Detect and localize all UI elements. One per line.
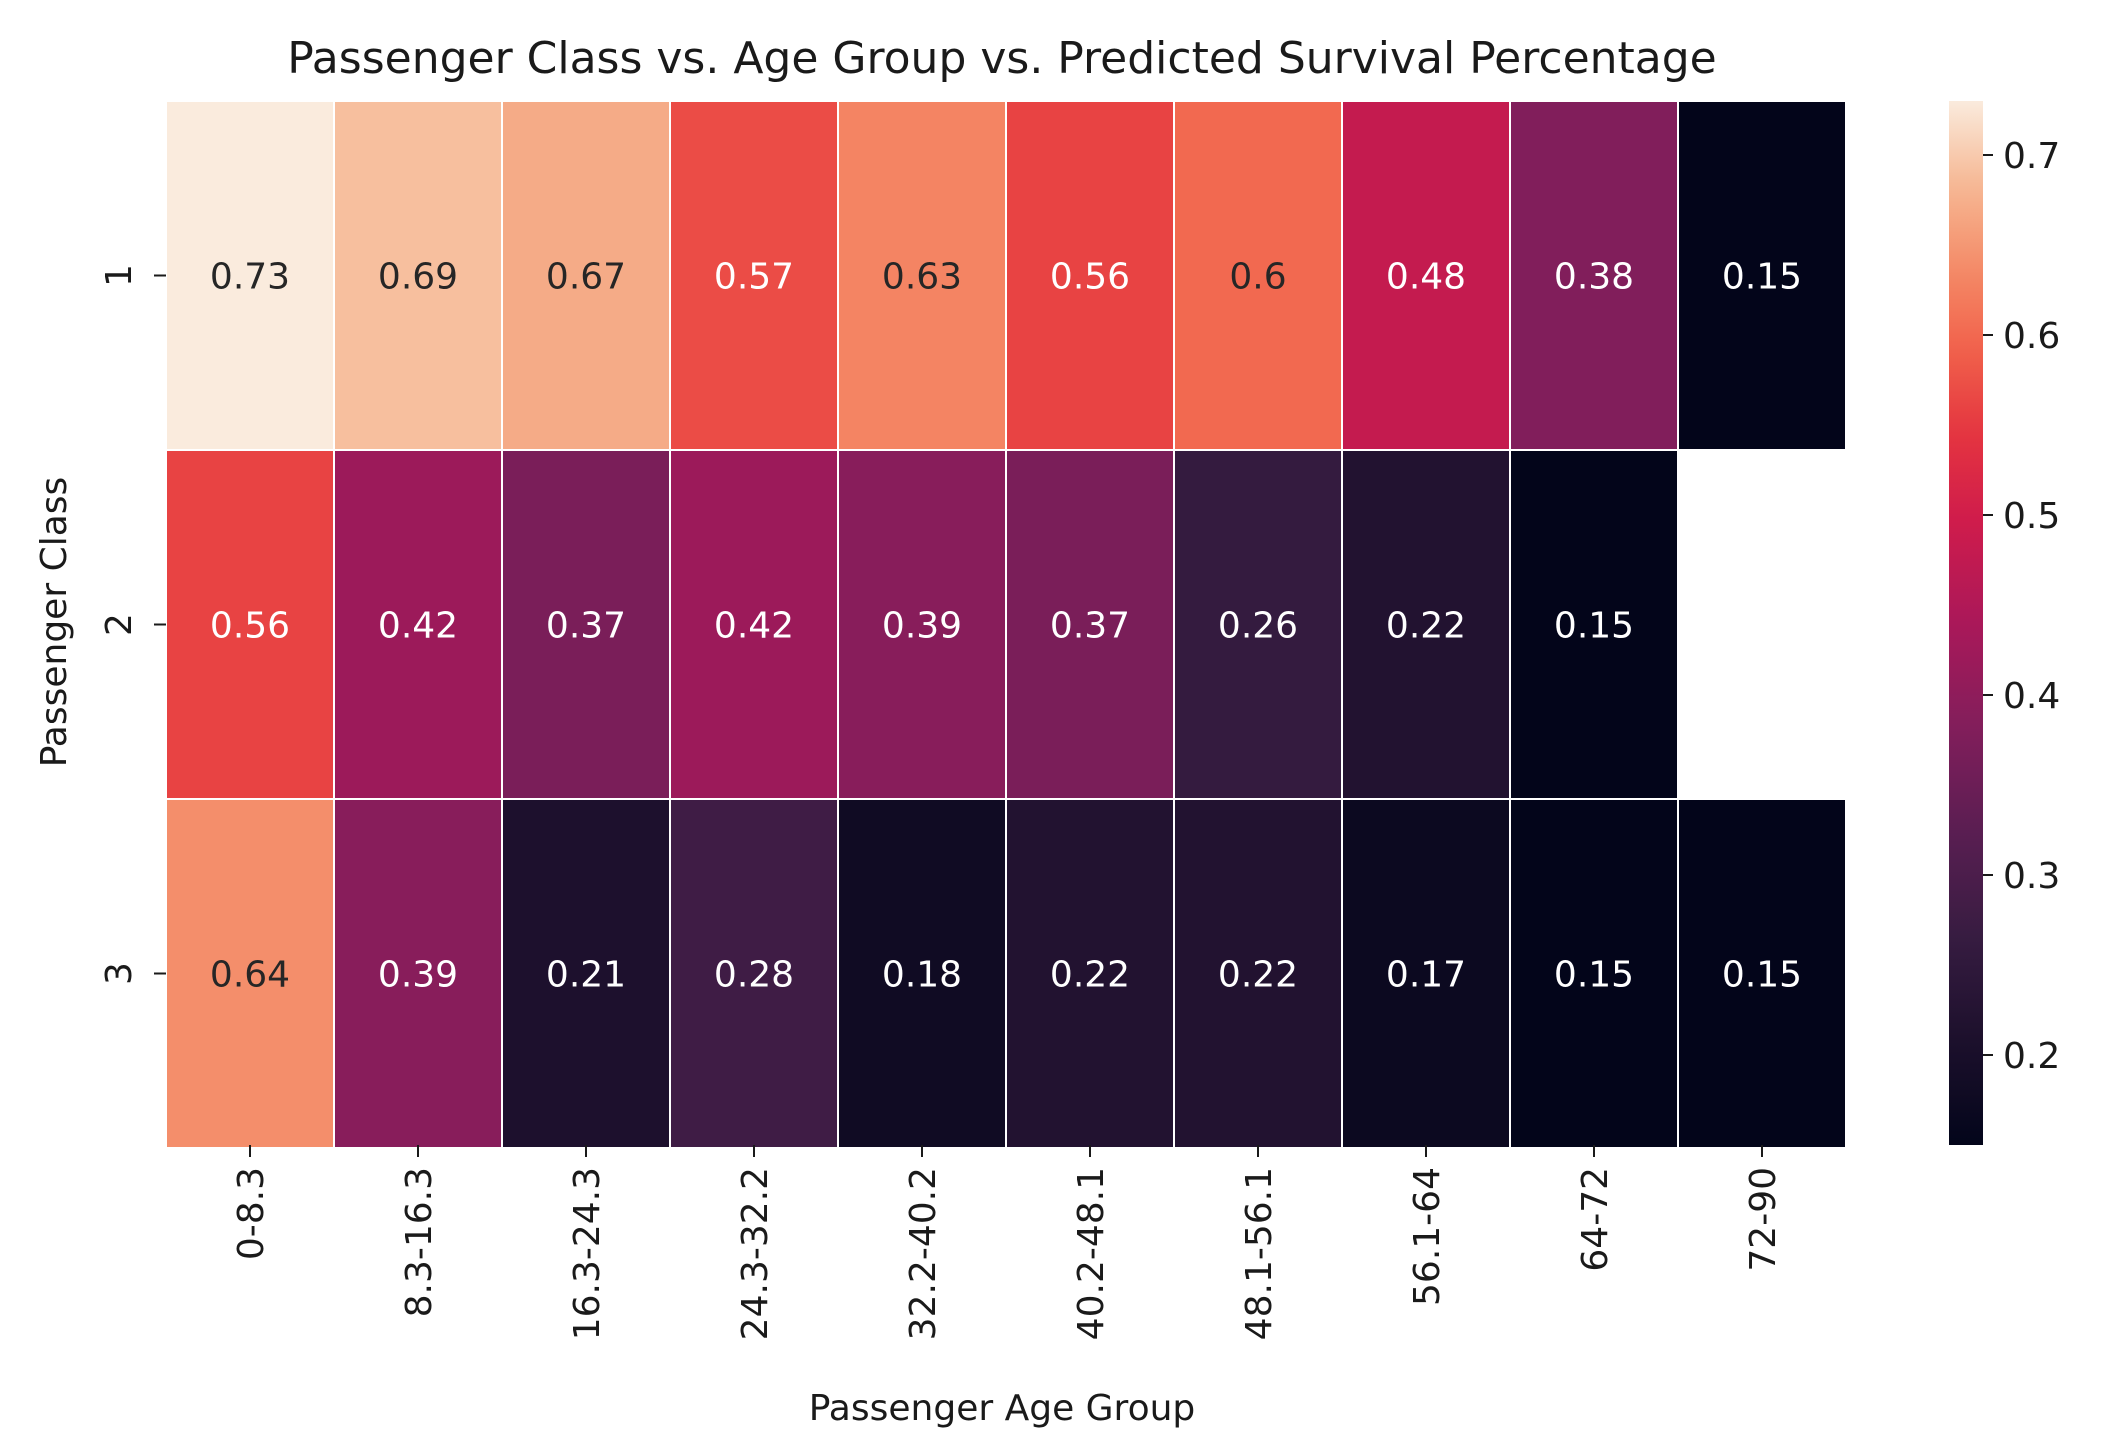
cell-value-label: 0.22 (1386, 606, 1466, 647)
cell-value-label: 0.56 (210, 606, 290, 647)
heatmap-cell (837, 100, 1007, 451)
heatmap-cell (1341, 798, 1511, 1149)
cell-value-label: 0.39 (378, 955, 458, 996)
cell-value-label: 0.67 (546, 257, 626, 298)
colorbar-tick-label: 0.7 (2003, 136, 2060, 177)
x-axis-ticks: 0-8.3 8.3-16.3 16.3-24.3 24.3-32.2 32.2-40.2… (231, 1145, 1784, 1340)
heatmap-cell (501, 449, 671, 800)
heatmap-cell (1005, 449, 1175, 800)
colorbar-tick-label: 0.5 (2003, 496, 2060, 537)
x-tick-label: 40.2-48.1 (1071, 1167, 1112, 1340)
cell-value-label: 0.56 (1050, 257, 1130, 298)
colorbar-tick-label: 0.2 (2003, 1036, 2060, 1077)
cell-value-label: 0.38 (1554, 257, 1634, 298)
heatmap-cell (1677, 798, 1847, 1149)
heatmap-cell (669, 798, 839, 1149)
heatmap-cell (837, 449, 1007, 800)
cell-value-label: 0.63 (882, 257, 962, 298)
heatmap-cell (1509, 449, 1679, 800)
colorbar-tick-label: 0.6 (2003, 316, 2060, 357)
cell-value-label: 0.15 (1722, 955, 1802, 996)
heatmap-cell (501, 100, 671, 451)
cell-value-label: 0.37 (546, 606, 626, 647)
cell-value-label: 0.26 (1218, 606, 1298, 647)
x-axis-label: Passenger Age Group (809, 1388, 1196, 1429)
colorbar-tick-label: 0.3 (2003, 856, 2060, 897)
cell-value-label: 0.15 (1554, 955, 1634, 996)
colorbar-tick-label: 0.4 (2003, 676, 2060, 717)
heatmap-cell (1677, 100, 1847, 451)
cell-value-label: 0.15 (1722, 257, 1802, 298)
heatmap-cell (333, 100, 503, 451)
x-tick-label: 48.1-56.1 (1239, 1167, 1280, 1340)
cell-value-label: 0.64 (210, 955, 290, 996)
cell-value-label: 0.39 (882, 606, 962, 647)
cell-value-label: 0.42 (714, 606, 794, 647)
cell-value-label: 0.42 (378, 606, 458, 647)
heatmap-cell (165, 798, 335, 1149)
cell-value-label: 0.15 (1554, 606, 1634, 647)
cell-value-label: 0.22 (1050, 955, 1130, 996)
colorbar-gradient (1949, 101, 1983, 1145)
heatmap-cell (1005, 100, 1175, 451)
y-axis-ticks: 1 2 3 (99, 264, 166, 985)
y-tick-label: 1 (99, 264, 140, 287)
cell-value-label: 0.18 (882, 955, 962, 996)
x-tick-label: 56.1-64 (1407, 1167, 1448, 1306)
cell-value-label: 0.48 (1386, 257, 1466, 298)
heatmap-cell (1509, 798, 1679, 1149)
heatmap-cells: 0.73 0.69 0.67 0.57 0.63 0.56 0.6 0.48 0.38 0.15 0… (165, 100, 1847, 1149)
heatmap-cell (1341, 100, 1511, 451)
cell-value-label: 0.21 (546, 955, 626, 996)
heatmap-cell (333, 798, 503, 1149)
heatmap-cell (669, 100, 839, 451)
cell-value-label: 0.6 (1229, 257, 1286, 298)
heatmap-cell (1173, 449, 1343, 800)
cell-value-label: 0.17 (1386, 955, 1466, 996)
x-tick-label: 24.3-32.2 (735, 1167, 776, 1340)
colorbar: 0.2 0.3 0.4 0.5 0.6 0.7 (1949, 101, 2060, 1145)
heatmap-cell (1005, 798, 1175, 1149)
heatmap-cell (333, 449, 503, 800)
x-tick-label: 8.3-16.3 (399, 1167, 440, 1317)
heatmap-cell (1341, 449, 1511, 800)
x-tick-label: 72-90 (1743, 1167, 1784, 1272)
heatmap-cell (165, 100, 335, 451)
cell-value-label: 0.37 (1050, 606, 1130, 647)
x-tick-label: 16.3-24.3 (567, 1167, 608, 1340)
y-axis-label: Passenger Class (34, 477, 75, 768)
y-tick-label: 2 (99, 613, 140, 636)
chart-title: Passenger Class vs. Age Group vs. Predic… (287, 33, 1716, 84)
cell-value-label: 0.57 (714, 257, 794, 298)
y-tick-label: 3 (99, 962, 140, 985)
x-tick-label: 0-8.3 (231, 1167, 272, 1260)
x-tick-label: 64-72 (1575, 1167, 1616, 1272)
heatmap-cell (501, 798, 671, 1149)
cell-value-label: 0.69 (378, 257, 458, 298)
heatmap-cell (669, 449, 839, 800)
cell-value-label: 0.28 (714, 955, 794, 996)
x-tick-label: 32.2-40.2 (903, 1167, 944, 1340)
cell-value-label: 0.73 (210, 257, 290, 298)
cell-value-label: 0.22 (1218, 955, 1298, 996)
